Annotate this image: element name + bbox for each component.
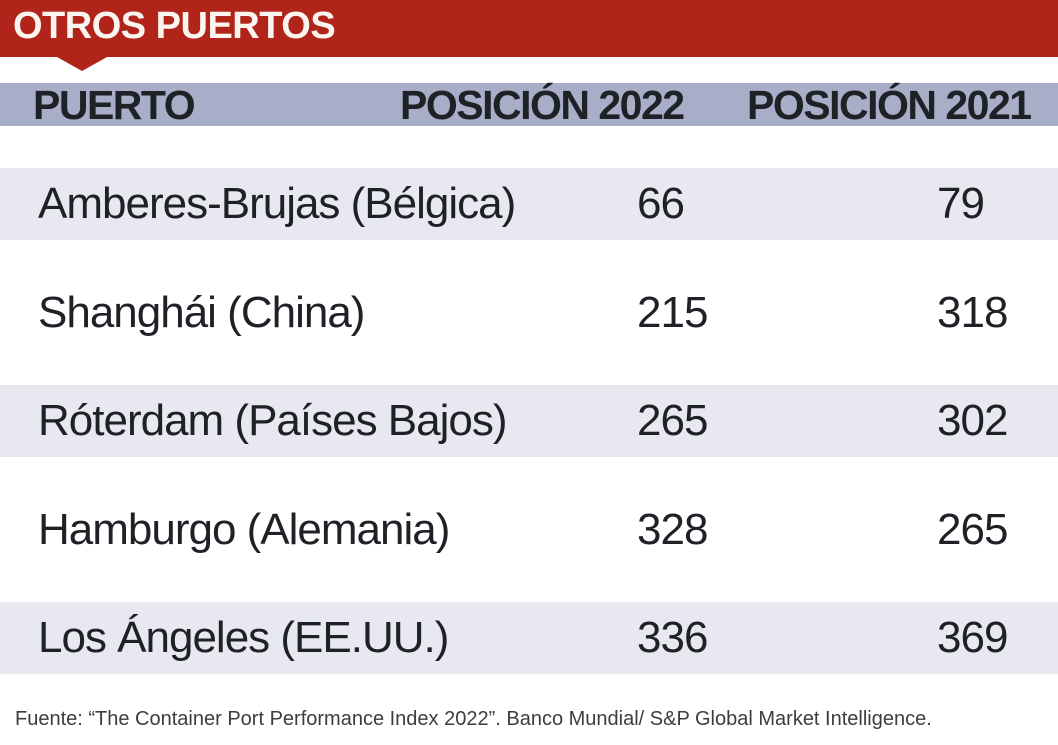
position-2022-value: 215 <box>637 287 708 337</box>
title-banner: OTROS PUERTOS <box>0 0 1058 57</box>
position-2022-value: 336 <box>637 613 708 662</box>
position-2022-value: 265 <box>637 396 708 445</box>
table-row: Shanghái (China) 215 318 <box>0 277 1058 349</box>
banner-pointer-triangle <box>57 57 107 71</box>
port-name: Shanghái (China) <box>38 287 365 337</box>
table-header-row: PUERTO POSICIÓN 2022 POSICIÓN 2021 <box>0 82 1058 128</box>
position-2022-value: 66 <box>637 179 685 228</box>
source-attribution: Fuente: “The Container Port Performance … <box>15 708 932 730</box>
position-2021-value: 79 <box>937 179 985 228</box>
column-header-posicion-2021: POSICIÓN 2021 <box>747 82 1032 128</box>
position-2021-value: 318 <box>937 287 1008 337</box>
position-2022-value: 328 <box>637 504 708 554</box>
position-2021-value: 265 <box>937 504 1008 554</box>
port-name: Róterdam (Países Bajos) <box>38 396 508 445</box>
port-name: Amberes-Brujas (Bélgica) <box>38 179 516 228</box>
table-row: Hamburgo (Alemania) 328 265 <box>0 494 1058 566</box>
position-2021-value: 369 <box>937 613 1008 662</box>
column-header-puerto: PUERTO <box>33 82 196 128</box>
table-body: Amberes-Brujas (Bélgica) 66 79 Shanghái … <box>0 168 1058 711</box>
page-title: OTROS PUERTOS <box>13 5 336 47</box>
port-name: Hamburgo (Alemania) <box>38 504 450 554</box>
column-header-posicion-2022: POSICIÓN 2022 <box>400 82 685 128</box>
port-name: Los Ángeles (EE.UU.) <box>38 613 449 662</box>
table-row: Los Ángeles (EE.UU.) 336 369 <box>0 602 1058 674</box>
table-row: Amberes-Brujas (Bélgica) 66 79 <box>0 168 1058 240</box>
position-2021-value: 302 <box>937 396 1008 445</box>
table-row: Róterdam (Países Bajos) 265 302 <box>0 385 1058 457</box>
